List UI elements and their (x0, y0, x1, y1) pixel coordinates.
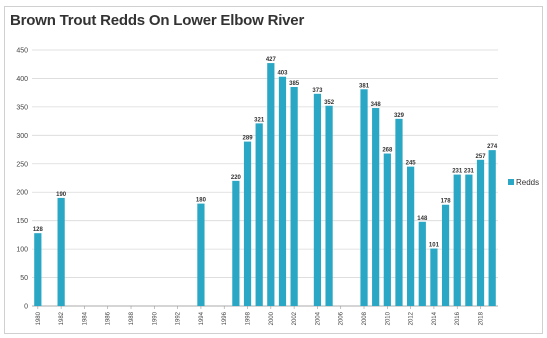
bar (453, 174, 461, 306)
data-label: 373 (312, 88, 323, 94)
bar (325, 105, 333, 306)
x-tick-label: 1982 (59, 311, 65, 325)
data-label: 352 (324, 100, 335, 106)
data-label: 427 (266, 57, 277, 63)
data-label: 128 (33, 227, 44, 233)
bar (243, 141, 252, 306)
y-tick-label: 0 (24, 304, 28, 311)
bar (197, 203, 205, 306)
data-label: 385 (289, 81, 300, 87)
y-tick-label: 250 (16, 161, 28, 168)
data-label: 101 (429, 243, 440, 249)
x-tick-label: 1980 (36, 311, 42, 325)
data-label: 289 (243, 136, 254, 142)
x-tick-label: 1994 (199, 311, 205, 325)
x-tick-label: 2010 (385, 311, 391, 325)
data-label: 220 (231, 175, 242, 181)
data-label: 245 (406, 161, 417, 167)
x-tick-label: 1984 (82, 311, 88, 325)
data-label: 381 (359, 83, 370, 89)
y-tick-label: 350 (16, 104, 28, 111)
bar (360, 89, 368, 307)
x-tick-label: 2008 (362, 311, 368, 325)
bar (441, 204, 450, 306)
data-label: 403 (277, 71, 288, 77)
y-tick-label: 100 (16, 247, 28, 254)
x-tick-label: 1998 (246, 311, 252, 325)
data-label: 257 (476, 154, 487, 160)
bar (267, 63, 275, 307)
bar (395, 118, 403, 306)
data-label: 231 (464, 169, 475, 175)
data-label: 231 (452, 169, 463, 175)
y-tick-label: 300 (16, 133, 28, 140)
bar (290, 86, 298, 306)
y-tick-label: 450 (16, 48, 28, 55)
bar (465, 174, 473, 306)
data-label: 180 (196, 198, 207, 204)
bar (278, 76, 287, 306)
x-tick-label: 1996 (222, 311, 228, 325)
bar (383, 153, 391, 306)
x-tick-label: 2004 (315, 311, 321, 325)
data-label: 274 (487, 144, 498, 150)
legend-swatch (508, 179, 514, 185)
legend-label: Redds (516, 178, 539, 187)
x-tick-label: 2018 (479, 311, 485, 325)
x-tick-label: 1992 (176, 311, 182, 325)
data-label: 268 (382, 148, 393, 154)
x-tick-label: 2014 (432, 311, 438, 325)
bar (255, 123, 263, 307)
bar (488, 150, 496, 306)
x-tick-label: 1988 (129, 311, 135, 325)
x-tick-label: 1986 (106, 311, 112, 325)
x-tick-label: 2002 (292, 311, 298, 325)
data-label: 348 (371, 102, 382, 108)
data-label: 321 (254, 117, 265, 123)
bar (407, 166, 415, 306)
y-tick-label: 150 (16, 218, 28, 225)
x-tick-label: 2016 (455, 311, 461, 325)
bar (232, 180, 240, 306)
y-tick-label: 50 (20, 275, 28, 282)
data-label: 190 (56, 192, 67, 198)
bar (476, 159, 485, 306)
bar (418, 221, 426, 306)
x-tick-label: 2006 (339, 311, 345, 325)
bar (313, 93, 322, 306)
bar (430, 248, 438, 306)
x-tick-label: 1990 (152, 311, 158, 325)
y-tick-label: 400 (16, 76, 28, 83)
chart-title: Brown Trout Redds On Lower Elbow River (10, 12, 305, 29)
x-tick-label: 2012 (409, 311, 415, 325)
data-label: 148 (417, 216, 428, 222)
bar (34, 233, 42, 306)
data-label: 329 (394, 113, 405, 119)
x-tick-label: 2000 (269, 311, 275, 325)
bar (57, 197, 65, 306)
bar (372, 108, 380, 306)
y-tick-label: 200 (16, 190, 28, 197)
data-label: 178 (441, 199, 452, 205)
